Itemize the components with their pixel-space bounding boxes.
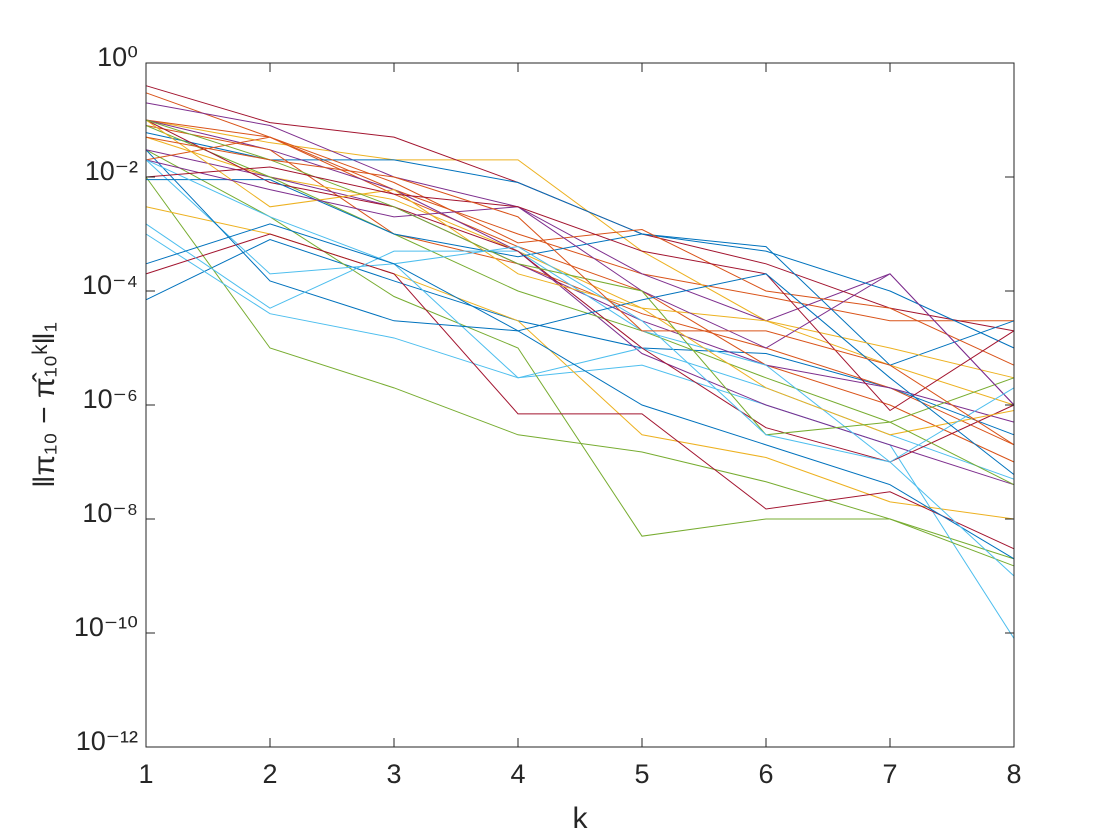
data-line (145, 233, 1015, 550)
data-line (145, 119, 1015, 486)
x-tick-label: 7 (882, 759, 897, 789)
data-line (145, 166, 1015, 412)
data-line (145, 119, 1015, 406)
x-tick-label: 2 (262, 759, 277, 789)
y-tick-label: 10⁻⁴ (82, 270, 138, 300)
data-line (145, 119, 1015, 463)
data-line (145, 159, 1015, 463)
y-tick-label: 10⁰ (97, 42, 138, 72)
y-tick-label: 10⁻⁶ (83, 384, 138, 414)
data-line (145, 176, 1015, 560)
data-line (145, 132, 1015, 366)
data-line (145, 238, 1015, 436)
data-line (145, 136, 1015, 366)
data-line (145, 102, 1015, 406)
y-tick-label: 10⁻² (85, 156, 138, 186)
x-axis-label: k (573, 802, 589, 835)
data-line (145, 119, 1015, 463)
y-tick-label: 10⁻¹² (76, 726, 138, 756)
data-line (145, 149, 1015, 560)
data-line (145, 159, 1015, 406)
x-tick-label: 3 (386, 759, 401, 789)
data-line (145, 136, 1015, 379)
y-tick-label: 10⁻¹⁰ (74, 612, 138, 642)
data-line (145, 136, 1015, 446)
x-tick-label: 4 (510, 759, 525, 789)
x-tick-label: 5 (634, 759, 649, 789)
data-line (145, 149, 1015, 423)
x-tick-label: 8 (1006, 759, 1021, 789)
data-line (145, 125, 1015, 446)
data-line (145, 119, 1015, 436)
x-tick-label: 6 (758, 759, 773, 789)
y-tick-label: 10⁻⁸ (82, 498, 138, 528)
data-line (145, 119, 1015, 486)
data-line (145, 223, 1015, 476)
x-tick-label: 1 (138, 759, 153, 789)
data-line (146, 179, 1015, 349)
y-axis-label: ‖π₁₀ − π̂₁₀ᵏ‖₁ (28, 322, 61, 488)
